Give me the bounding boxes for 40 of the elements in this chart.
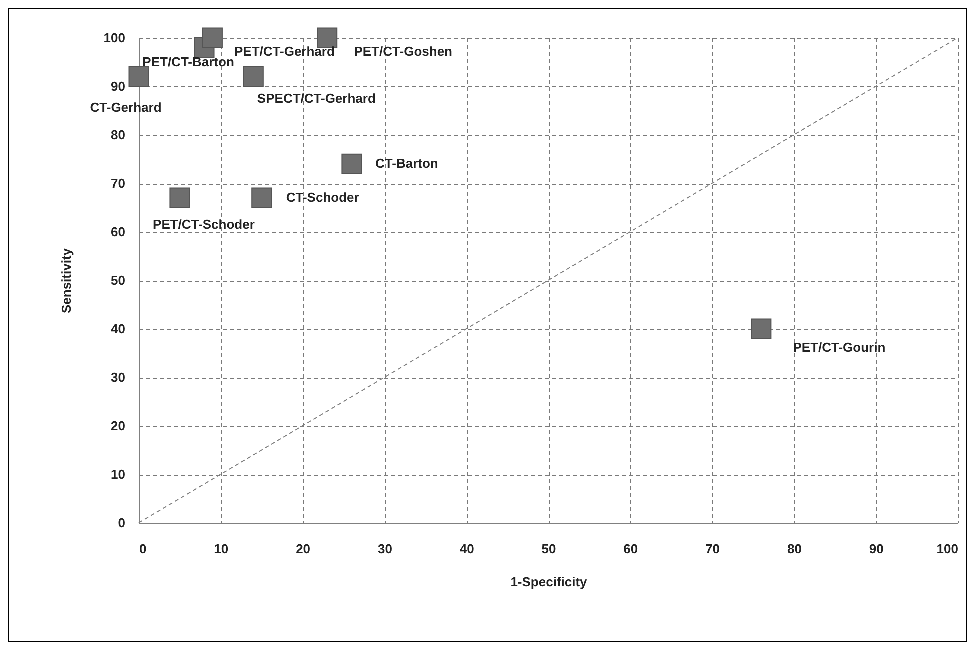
annotation: SPECT/CT-Gerhard xyxy=(257,90,376,106)
y-tick-label: 10 xyxy=(111,467,126,482)
x-tick-label: 20 xyxy=(296,542,311,556)
point xyxy=(243,66,264,88)
annotation: PET/CT-Goshen xyxy=(354,44,453,59)
point xyxy=(202,28,223,48)
x-tick-label: 50 xyxy=(542,542,556,556)
x-tick-label: 60 xyxy=(624,542,638,556)
x-tick-label: 100 xyxy=(936,542,958,556)
x-axis-title: 1-Specificity xyxy=(510,574,588,590)
point xyxy=(317,28,338,48)
y-axis-title: Sensitivity xyxy=(58,248,74,314)
y-tick-label: 80 xyxy=(111,128,126,142)
point xyxy=(342,154,362,174)
point xyxy=(128,66,150,88)
x-tick-label: 80 xyxy=(787,542,802,556)
x-tick-label: 10 xyxy=(214,542,229,556)
annotation: CT-Schoder xyxy=(286,190,360,206)
y-tick-label: 90 xyxy=(111,79,126,94)
y-tick-label: 50 xyxy=(111,273,126,288)
y-tick-label: 60 xyxy=(111,224,126,240)
y-tick-label: 20 xyxy=(111,418,126,434)
y-tick-label: 100 xyxy=(104,30,126,46)
annotation: PET/CT-Schoder xyxy=(153,217,255,232)
point xyxy=(751,318,772,340)
y-tick-label: 70 xyxy=(111,176,126,191)
x-tick-label: 90 xyxy=(869,542,884,556)
y-tick-label: 0 xyxy=(118,516,126,530)
x-tick-label: 70 xyxy=(706,542,720,556)
annotation: PET/CT-Barton xyxy=(142,54,234,70)
x-tick-label: 0 xyxy=(140,542,147,556)
point xyxy=(170,188,190,208)
point xyxy=(252,188,272,208)
y-tick-label: 40 xyxy=(111,322,126,336)
annotation: PET/CT-Gourin xyxy=(793,340,886,355)
x-tick-label: 40 xyxy=(460,542,474,556)
y-tick-label: 30 xyxy=(111,370,126,385)
annotation: PET/CT-Gerhard xyxy=(234,44,335,59)
annotation: CT-Barton xyxy=(376,156,438,172)
x-tick-label: 30 xyxy=(378,542,392,556)
